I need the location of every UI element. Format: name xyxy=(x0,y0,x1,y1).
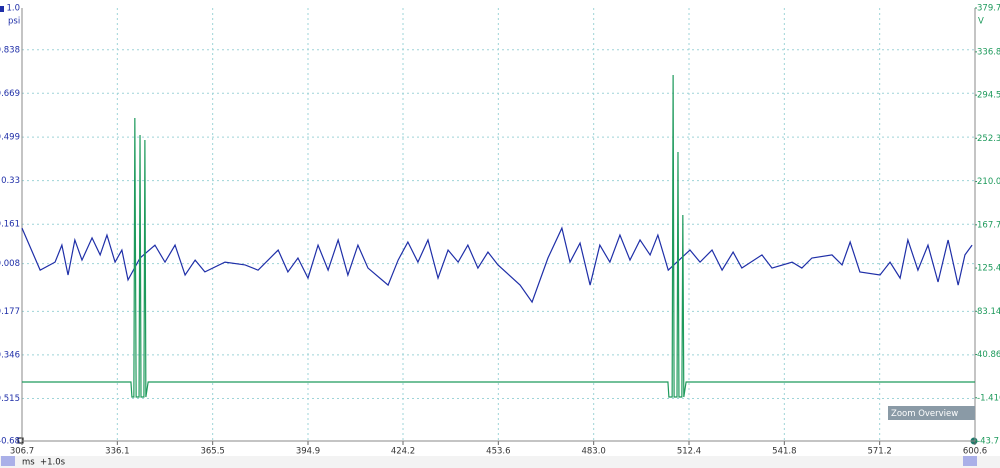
y2-unit: V xyxy=(978,17,984,27)
channel-marker xyxy=(0,6,4,12)
x-unit: ms xyxy=(22,458,35,468)
y-tick-label: -0.346 xyxy=(0,350,20,360)
y2-tick-label: 125.4 xyxy=(977,264,1000,274)
y2-tick-label: -43.7 xyxy=(977,437,999,447)
series-line xyxy=(22,74,975,398)
x-tick-label: 512.4 xyxy=(677,447,701,457)
zoom-overview[interactable]: Zoom Overview xyxy=(888,406,975,420)
x-tick-label: 365.5 xyxy=(200,447,224,457)
y2-tick-label: 40.86 xyxy=(977,350,1000,360)
scale-chip xyxy=(963,456,977,466)
y2-tick-label: 167.7 xyxy=(977,220,1000,230)
y-tick-label: 1.0 xyxy=(6,4,20,14)
y2-tick-label: 379.7 xyxy=(977,4,1000,14)
series-line xyxy=(21,226,973,304)
y-tick-label: 0.008 xyxy=(0,259,20,269)
zoom-overview-bg xyxy=(888,406,975,420)
x-tick-label: 306.7 xyxy=(10,447,34,457)
y-tick-label: 0.33 xyxy=(1,176,20,186)
x-tick-label: 453.6 xyxy=(486,447,510,457)
x-tick-label: 483.0 xyxy=(581,447,605,457)
y-tick-label: -0.177 xyxy=(0,307,20,317)
y-tick-label: 0.838 xyxy=(0,45,20,55)
y2-tick-label: 336.8 xyxy=(977,47,1000,57)
y-tick-label: -0.515 xyxy=(0,394,20,404)
x-tick-label: 424.2 xyxy=(391,447,415,457)
y-unit: psi xyxy=(8,17,20,27)
scale-chip xyxy=(1,456,15,466)
y-tick-label: 0.161 xyxy=(0,220,20,230)
x-tick-label: 600.6 xyxy=(963,447,987,457)
x-tick-label: 541.8 xyxy=(772,447,796,457)
time-scale: +1.0s xyxy=(40,458,66,468)
zoom-overview-label: Zoom Overview xyxy=(891,409,958,419)
y2-tick-label: 294.5 xyxy=(977,91,1000,101)
y-tick-label: -0.68 xyxy=(0,437,20,447)
status-bar xyxy=(0,456,1000,468)
y-tick-label: 0.669 xyxy=(0,89,20,99)
y2-tick-label: 210.0 xyxy=(977,177,1000,187)
x-tick-label: 394.9 xyxy=(296,447,320,457)
x-tick-label: 571.2 xyxy=(867,447,891,457)
y2-tick-label: 83.14 xyxy=(977,307,1000,317)
x-tick-label: 336.1 xyxy=(105,447,129,457)
y2-tick-label: 252.3 xyxy=(977,134,1000,144)
y-tick-label: 0.499 xyxy=(0,133,20,143)
y2-tick-label: -1.416 xyxy=(977,393,1000,403)
